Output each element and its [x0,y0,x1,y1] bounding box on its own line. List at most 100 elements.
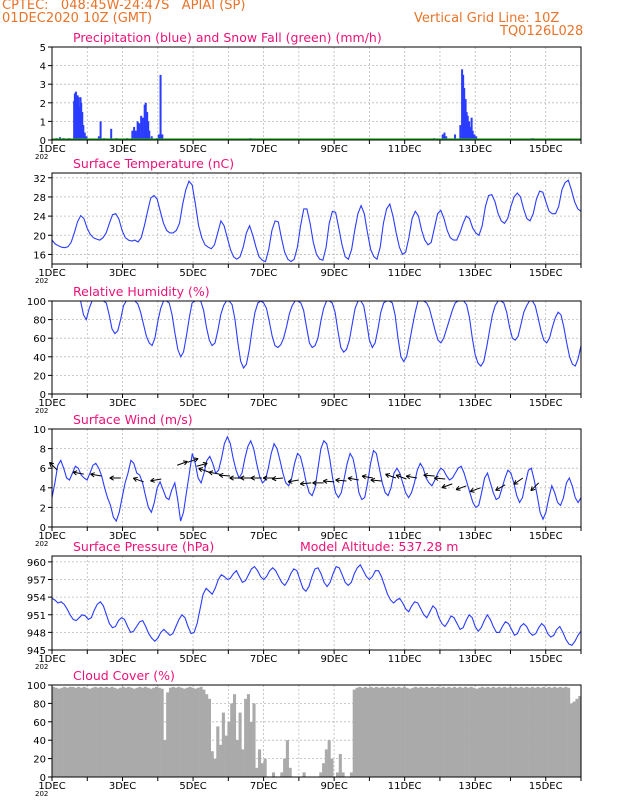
precip-bar [159,74,162,140]
cloud-bar [475,688,479,777]
x-year-label: 202 [35,540,48,548]
cloud-bar [180,687,184,777]
cloud-bar [477,687,482,777]
cloud-bar [380,686,384,777]
x-tick-label: 9DEC [320,531,347,542]
cloud-bar [241,749,245,777]
y-tick-label: 40 [33,353,46,364]
wind-arrow [299,480,312,487]
precip-bar [148,130,151,140]
precip-bar [473,134,476,140]
wind-arrow [196,461,208,467]
precip-bar [471,130,474,140]
cloud-bar [530,686,534,777]
x-tick-label: 11DEC [388,531,422,542]
precip-bar [465,112,468,140]
cloud-bar [52,686,56,777]
wind-arrow [433,475,446,481]
cloud-bar [419,686,423,777]
wind-arrow [495,484,506,491]
cloud-bar [205,694,209,777]
cloud-bar [96,687,100,777]
cloud-bar [572,701,576,777]
x-tick-label: 13DEC [458,531,492,542]
temp-panel [48,172,582,268]
cloud-bar [567,687,571,777]
cloud-bar [319,772,323,777]
cloud-bar [439,687,443,777]
precip-bar [136,121,139,140]
x-tick-label: 3DEC [109,531,136,542]
precip-bar [445,136,448,140]
cloud-bar [63,686,67,777]
wind-arrow [250,475,262,481]
cloud-bar [65,687,70,777]
x-tick-label: 1DEC [38,268,65,279]
cloud-bar [149,688,153,777]
cloud-bar [441,686,445,777]
precip-bar [82,125,85,140]
wind-arrow [49,461,58,471]
cloud-bar [349,772,353,777]
temp-title: Surface Temperature (nC) [73,156,234,171]
x-tick-label: 11DEC [388,781,422,792]
y-tick-label: 4 [40,62,46,73]
wind-arrow [150,477,162,483]
cloud-bar [402,686,406,777]
cloud-bar [213,758,217,777]
cloud-bar [99,686,103,777]
cloud-bar [425,686,429,777]
cloud-bar [500,687,504,777]
wind-arrow [347,476,359,482]
precip-bar [147,121,150,140]
cloud-bar [135,687,139,777]
cloud-bar [358,686,362,777]
cloud-bar [503,686,507,777]
pressure-panel [48,555,582,654]
precip-bar [77,97,80,140]
precip-bar [462,74,465,140]
wind-arrow [271,476,284,482]
x-tick-label: 7DEC [250,531,277,542]
cloud-bar [505,687,509,777]
wind-arrow [229,475,241,481]
cloud-bar [157,687,161,777]
y-tick-label: 954 [27,593,46,604]
wind-arrow [109,475,121,481]
header-grid-note: Vertical Grid Line: 10Z [414,11,560,26]
x-tick-label: 9DEC [320,398,347,409]
precip-bar [83,132,86,140]
rh-panel [48,300,582,398]
cloud-bar [491,686,495,777]
precip-bar [157,134,160,140]
precip-bar [133,126,136,140]
cloud-bar [361,687,365,777]
cloud-bar [405,687,409,777]
cloud-bar [85,687,89,777]
cloud-bar [174,687,178,777]
cloud-bar [285,740,289,777]
x-tick-label: 3DEC [109,144,136,155]
cloud-bar [480,686,484,777]
cloud-bar [82,686,86,777]
cloud-bar [188,686,192,777]
cloud-bar [160,688,164,777]
wind-line [51,435,582,523]
x-tick-label: 7DEC [250,398,277,409]
cloud-bar [221,712,225,777]
wind-arrow [322,478,335,484]
precip-bar [140,115,143,140]
wind-arrow [218,472,231,478]
cloud-bar [263,758,267,777]
x-tick-label: 7DEC [250,268,277,279]
precip-bar [99,121,102,140]
precip-bar [468,121,471,140]
x-tick-label: 15DEC [529,268,563,279]
cloud-bar [383,687,387,777]
cloud-bar [397,686,401,777]
cloud-bar [127,686,131,777]
y-tick-label: 4 [40,484,46,495]
cloud-bar [104,686,108,777]
precip-bar [475,136,478,140]
precip-bar [441,134,444,140]
